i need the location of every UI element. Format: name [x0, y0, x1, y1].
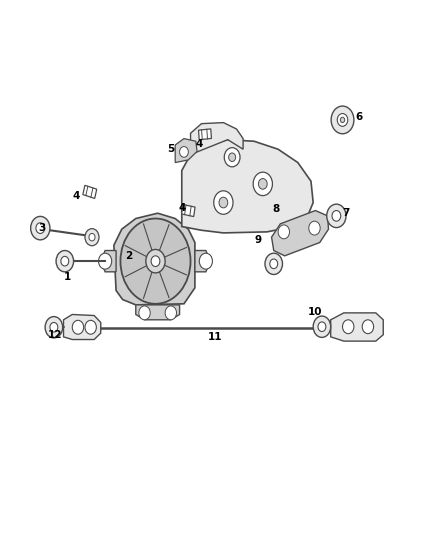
Circle shape [219, 197, 228, 208]
Circle shape [309, 221, 320, 235]
Circle shape [224, 148, 240, 167]
Circle shape [199, 253, 212, 269]
Circle shape [99, 253, 112, 269]
Text: 8: 8 [272, 205, 279, 214]
Circle shape [343, 320, 354, 334]
Circle shape [139, 306, 150, 320]
Polygon shape [331, 313, 383, 341]
Circle shape [214, 191, 233, 214]
Text: 1: 1 [64, 272, 71, 282]
Circle shape [89, 233, 95, 241]
Circle shape [180, 147, 188, 157]
Polygon shape [175, 139, 197, 163]
Circle shape [56, 251, 74, 272]
Polygon shape [64, 314, 101, 340]
Circle shape [332, 211, 341, 221]
Text: 4: 4 [178, 203, 185, 213]
Text: 10: 10 [308, 307, 323, 317]
Circle shape [331, 106, 354, 134]
Circle shape [50, 322, 58, 332]
Circle shape [61, 256, 69, 266]
Text: 2: 2 [126, 251, 133, 261]
Circle shape [120, 219, 191, 304]
Polygon shape [182, 140, 313, 233]
Circle shape [85, 229, 99, 246]
Circle shape [327, 204, 346, 228]
Polygon shape [198, 129, 212, 140]
Text: 7: 7 [343, 208, 350, 218]
Circle shape [258, 179, 267, 189]
Text: 9: 9 [255, 235, 262, 245]
Polygon shape [114, 213, 195, 305]
Polygon shape [272, 211, 328, 256]
Polygon shape [101, 251, 116, 272]
Circle shape [229, 153, 236, 161]
Text: 4: 4 [73, 191, 80, 200]
Polygon shape [136, 305, 180, 320]
Circle shape [265, 253, 283, 274]
Text: 4: 4 [196, 139, 203, 149]
Circle shape [313, 316, 331, 337]
Circle shape [146, 249, 165, 273]
Circle shape [337, 114, 348, 126]
Circle shape [45, 317, 63, 338]
Circle shape [318, 322, 326, 332]
Text: 12: 12 [47, 330, 62, 340]
Text: 3: 3 [38, 223, 45, 233]
Circle shape [278, 225, 290, 239]
Polygon shape [195, 251, 210, 272]
Text: 6: 6 [356, 112, 363, 122]
Circle shape [85, 320, 96, 334]
Text: 5: 5 [167, 144, 174, 154]
Circle shape [340, 117, 345, 123]
Circle shape [31, 216, 50, 240]
Polygon shape [182, 205, 195, 216]
Circle shape [36, 223, 45, 233]
Circle shape [362, 320, 374, 334]
Circle shape [165, 306, 177, 320]
Circle shape [253, 172, 272, 196]
Polygon shape [191, 123, 243, 155]
Circle shape [151, 256, 160, 266]
Circle shape [270, 259, 278, 269]
Polygon shape [83, 185, 97, 198]
Text: 11: 11 [207, 332, 222, 342]
Circle shape [72, 320, 84, 334]
